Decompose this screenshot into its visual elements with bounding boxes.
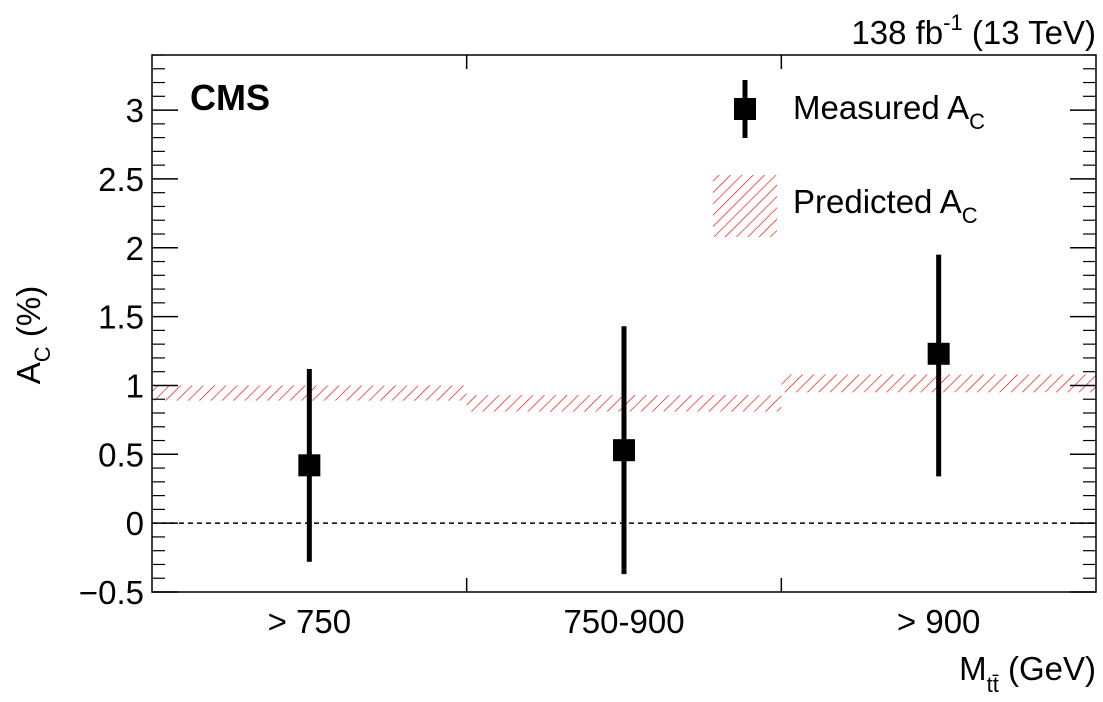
legend-predicted-subscript: C bbox=[962, 203, 978, 228]
y-axis-label-main: A bbox=[10, 362, 47, 384]
y-tick-label-3: 1 bbox=[126, 367, 144, 404]
x-axis-label: Mtt̄ (GeV) bbox=[959, 650, 1096, 697]
y-tick-label-2: 0.5 bbox=[98, 436, 144, 473]
y-axis-ticks bbox=[152, 54, 1096, 593]
lumi-energy: (13 TeV) bbox=[963, 14, 1096, 51]
y-tick-label-5: 2 bbox=[126, 230, 144, 267]
legend-measured-marker bbox=[734, 98, 756, 120]
y-tick-label-6: 2.5 bbox=[98, 161, 144, 198]
y-axis-tick-labels: −0.5 0 0.5 1 1.5 2 2.5 3 bbox=[79, 92, 144, 611]
lumi-value: 138 fb bbox=[851, 14, 943, 51]
x-axis-label-unit: (GeV) bbox=[999, 650, 1096, 687]
y-tick-label-7: 3 bbox=[126, 92, 144, 129]
y-axis-label: AC (%) bbox=[10, 286, 55, 384]
y-axis-label-subscript: C bbox=[30, 346, 55, 362]
measured-point-0 bbox=[298, 454, 321, 477]
x-tick-label-1: 750-900 bbox=[563, 603, 684, 640]
measured-point-1 bbox=[613, 439, 635, 462]
x-axis-tick-labels: > 750 750-900 > 900 bbox=[268, 603, 981, 640]
x-axis-label-subscript: tt̄ bbox=[987, 672, 999, 697]
legend-measured-subscript: C bbox=[969, 109, 985, 134]
y-tick-label-1: 0 bbox=[126, 505, 144, 542]
x-tick-label-2: > 900 bbox=[897, 603, 981, 640]
legend-predicted-swatch bbox=[713, 175, 777, 237]
lumi-exponent: -1 bbox=[943, 10, 963, 35]
experiment-label: CMS bbox=[190, 77, 270, 118]
measured-point-2 bbox=[927, 342, 950, 365]
plot-frame bbox=[151, 54, 1097, 593]
x-tick-label-0: > 750 bbox=[268, 603, 352, 640]
y-axis-label-unit: (%) bbox=[10, 286, 47, 347]
measured-points bbox=[298, 254, 950, 575]
legend-measured-name: Measured A bbox=[793, 89, 969, 126]
x-axis-label-main: M bbox=[959, 650, 987, 687]
legend-measured-label: Measured AC bbox=[793, 89, 985, 134]
legend-predicted-label: Predicted AC bbox=[793, 183, 978, 228]
legend-predicted-name: Predicted A bbox=[793, 183, 962, 220]
legend: Measured AC Predicted AC bbox=[713, 80, 985, 237]
x-axis-ticks bbox=[465, 55, 783, 592]
lumi-label: 138 fb-1 (13 TeV) bbox=[851, 10, 1096, 51]
y-tick-label-0: −0.5 bbox=[79, 574, 144, 611]
y-tick-label-4: 1.5 bbox=[98, 299, 144, 336]
